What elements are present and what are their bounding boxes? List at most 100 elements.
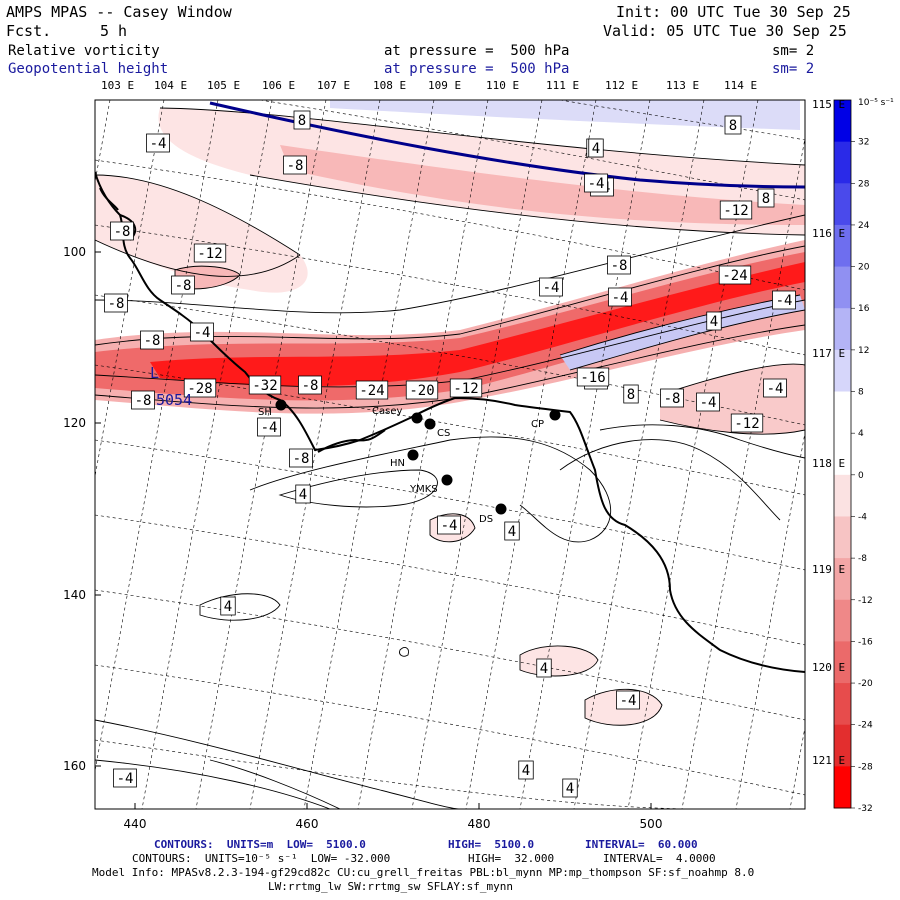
vorticity-label-box [131, 390, 155, 410]
vorticity-label: -8 [175, 278, 192, 294]
longitude-label: 109 E [428, 79, 462, 92]
station-label: YMKS [409, 484, 438, 495]
vorticity-label-box [536, 658, 552, 678]
colorbar-label: -20 [858, 679, 873, 689]
longitude-line [195, 100, 327, 809]
vorticity-label-box [298, 375, 322, 395]
vorticity-label-box [405, 380, 439, 400]
colorbar-bin [834, 683, 851, 726]
colorbar-label: -16 [858, 637, 873, 647]
vorticity-label: 4 [522, 763, 530, 779]
colorbar-label: -4 [858, 512, 867, 522]
forecast-label: Fcst. [6, 22, 52, 40]
footer-physics: LW:rrtmg_lw SW:rrtmg_sw SFLAY:sf_mynn [268, 880, 514, 893]
vorticity-label-box [623, 384, 639, 404]
vorticity-label: -32 [252, 378, 277, 394]
x-tick-label: 460 [296, 817, 319, 831]
colorbar-bin [834, 183, 851, 226]
colorbar-label: -24 [858, 721, 873, 731]
forecast-hour: 5 h [100, 22, 128, 40]
vorticity-labels: -4-84-4-8-12-8-4-8-8-4-4-12-24-4-84-4-8-… [104, 110, 796, 798]
vorticity-label: -4 [261, 420, 278, 436]
longitude-label: 112 E [605, 79, 639, 92]
longitude-label: 108 E [373, 79, 407, 92]
vorticity-label-box [588, 138, 604, 158]
colorbar-bin [834, 266, 851, 309]
vorticity-label-box [220, 596, 236, 616]
longitude-line [357, 100, 489, 809]
vorticity-label-box [140, 330, 164, 350]
field-smoothing-height: sm= 2 [772, 61, 815, 77]
vorticity-label: 8 [627, 387, 635, 403]
station-label: CP [531, 419, 544, 430]
vorticity-label: -12 [723, 203, 748, 219]
station-dot [495, 503, 507, 515]
vorticity-label: 4 [566, 781, 574, 797]
colorbar-label: -28 [858, 762, 873, 772]
longitude-label-right: 121 E [812, 754, 846, 767]
x-tick-label: 500 [640, 817, 663, 831]
longitude-label: 111 E [546, 79, 580, 92]
colorbar-bin [834, 516, 851, 559]
vorticity-label: -4 [117, 771, 134, 787]
vorticity-label-box [576, 367, 610, 387]
valid-time: Valid: 05 UTC Tue 30 Sep 25 [603, 22, 847, 40]
colorbar-label: 16 [858, 304, 870, 314]
station-label: HN [390, 458, 405, 469]
vorticity-label-box [110, 221, 134, 241]
vorticity-label-box [608, 287, 632, 307]
vort-shade-north-band-core [280, 145, 805, 225]
station-label: Casey [372, 406, 402, 417]
x-axis: 440 460 480 500 [124, 803, 663, 831]
longitude-label-right: 115 E [812, 98, 846, 111]
field-level-vorticity: at pressure = 500 hPa [384, 43, 570, 59]
colorbar-units: 10⁻⁵ s⁻¹ [858, 98, 894, 108]
vorticity-label-box [772, 290, 796, 310]
vorticity-label-box [539, 277, 563, 297]
y-tick-label: 160 [63, 759, 86, 773]
colorbar: 10⁻⁵ s⁻¹ 32 28 24 20 16 12 8 4 0 -4 -8 -12 -16 -20 -24 -… [833, 98, 894, 814]
vorticity-label: -12 [197, 246, 222, 262]
colorbar-label: 8 [858, 388, 864, 398]
footer-height-high: HIGH= 5100.0 [448, 838, 535, 851]
longitude-label: 113 E [666, 79, 700, 92]
station-dot [441, 474, 453, 486]
longitude-label: 104 E [154, 79, 188, 92]
vorticity-label-box [355, 380, 389, 400]
vorticity-label: -4 [150, 136, 167, 152]
vorticity-label-box [283, 155, 307, 175]
vort-shade-jet-core [150, 262, 805, 387]
latitude-line [95, 664, 805, 796]
vorticity-label: -4 [700, 395, 717, 411]
vorticity-map: SH Casey CS HN YMKS DS CP -4 -8 4 -4 -8 -12 -8 -4 -8 -8… [63, 98, 894, 831]
station-dot [411, 412, 423, 424]
longitude-label-right: 120 E [812, 661, 846, 674]
vorticity-label: -8 [144, 333, 161, 349]
height-label: 8 [729, 118, 737, 134]
latitude-line [95, 739, 701, 809]
vorticity-label: -24 [722, 268, 747, 284]
vorticity-label-box [183, 378, 217, 398]
field-smoothing-vorticity: sm= 2 [772, 43, 815, 59]
height-label-box [724, 115, 742, 135]
vort-shade-west-patch [95, 175, 308, 293]
longitude-line [735, 431, 805, 809]
station-label: CS [437, 428, 450, 439]
map-title: AMPS MPAS -- Casey Window [6, 3, 232, 21]
station-label: DS [479, 514, 493, 525]
longitude-label: 107 E [317, 79, 351, 92]
longitude-line [303, 100, 435, 809]
latitude-line [259, 100, 805, 201]
longitude-line [141, 100, 273, 809]
station-dot [424, 418, 436, 430]
vorticity-label: -4 [767, 381, 784, 397]
vorticity-label-box [719, 200, 753, 220]
x-tick-label: 440 [124, 817, 147, 831]
vorticity-label: -12 [453, 381, 478, 397]
y-tick-label: 100 [63, 245, 86, 259]
longitude-label: 105 E [207, 79, 241, 92]
vorticity-label-box [289, 448, 313, 468]
longitude-label-right: 119 E [812, 563, 846, 576]
low-center-marker: L [150, 364, 159, 382]
colorbar-bin [834, 224, 851, 268]
